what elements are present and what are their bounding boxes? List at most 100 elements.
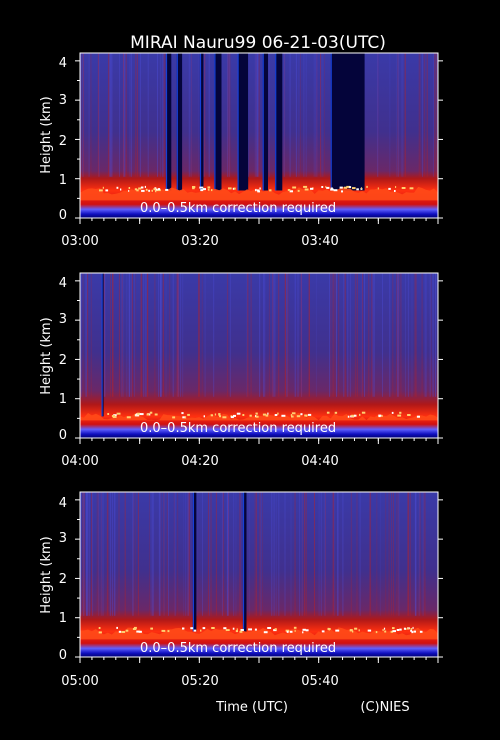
noise-streak [102,492,104,616]
noise-streak [163,492,165,616]
cloud-speckle [343,186,347,189]
cloud-speckle [287,189,291,191]
noise-streak [398,492,400,616]
noise-streak [150,492,152,616]
noise-streak [162,273,164,397]
cloud-speckle [255,415,259,418]
cloud-speckle [248,628,252,631]
credit-label: (C)NIES [360,700,409,715]
cloud-speckle [359,413,361,416]
cloud-speckle [256,189,260,192]
noise-streak [294,492,296,616]
cloud-speckle [151,189,153,192]
cloud-speckle [307,413,312,416]
noise-streak [408,492,409,616]
noise-streak [247,273,249,397]
noise-streak [300,273,302,397]
cloud-speckle [401,187,406,189]
noise-streak [246,273,248,397]
noise-streak [400,53,402,177]
noise-streak [189,492,191,616]
noise-streak [107,492,109,616]
noise-streak [208,53,210,177]
cloud-speckle [390,630,394,633]
noise-streak [221,492,223,616]
noise-streak [106,492,108,616]
cloud-speckle [207,186,211,189]
noise-streak [389,53,391,177]
cloud-speckle [325,185,327,188]
cloud-speckle [394,190,396,192]
noise-streak [130,53,132,177]
ytick-2-2: 2 [59,353,67,368]
cloud-speckle [254,628,257,631]
noise-streak [286,273,288,397]
noise-streak [329,273,331,397]
noise-streak [227,53,229,177]
cloud-speckle [138,630,142,633]
noise-streak [284,492,286,616]
noise-streak [97,53,99,177]
noise-streak [123,53,125,177]
noise-streak [109,53,111,177]
noise-streak [332,492,334,616]
cloud-speckle [145,188,148,191]
noise-streak [92,492,94,616]
cloud-speckle [265,414,269,417]
noise-streak [118,273,120,397]
noise-streak [294,273,296,397]
noise-streak [137,53,138,177]
noise-streak [139,53,141,177]
noise-streak [257,53,259,177]
noise-streak [177,273,179,397]
noise-streak [163,492,165,616]
attenuation-edge [176,53,178,191]
cloud-speckle [293,626,297,629]
noise-streak [83,492,85,616]
noise-streak [290,492,292,616]
noise-streak [264,273,266,397]
noise-streak [361,273,363,397]
cloud-speckle [192,186,196,188]
cloud-speckle [330,188,334,191]
noise-streak [145,273,147,397]
noise-streak [100,492,102,616]
noise-streak [83,492,85,616]
noise-streak [203,53,205,177]
noise-streak [388,492,390,616]
noise-streak [337,492,339,616]
noise-streak [235,492,237,616]
noise-streak [109,53,111,177]
noise-streak [82,492,84,616]
cloud-speckle [182,416,186,419]
noise-streak [169,273,171,397]
cloud-speckle [399,628,402,631]
cloud-speckle [136,630,140,633]
cloud-speckle [118,630,122,633]
cloud-speckle [396,629,400,631]
noise-streak [126,273,128,397]
cloud-speckle [321,630,325,633]
noise-streak [350,492,352,616]
xtick-1-0: 03:00 [61,234,98,249]
noise-streak [324,53,325,177]
cloud-speckle [392,627,395,630]
cloud-speckle [98,627,101,629]
noise-streak [125,53,127,177]
cloud-speckle [202,188,206,191]
noise-streak [272,273,274,397]
noise-streak [190,53,192,177]
noise-streak [158,492,160,616]
noise-streak [229,53,231,177]
ytick-1-2: 2 [59,134,67,149]
noise-streak [158,273,160,397]
cloud-speckle [240,629,244,631]
noise-streak [134,273,136,397]
attenuation-band [199,53,204,191]
noise-streak [118,492,120,616]
noise-streak [108,53,110,177]
attenuation-band [262,53,268,191]
cloud-speckle [128,189,130,192]
noise-streak [298,53,300,177]
boundary-layer [80,186,438,201]
